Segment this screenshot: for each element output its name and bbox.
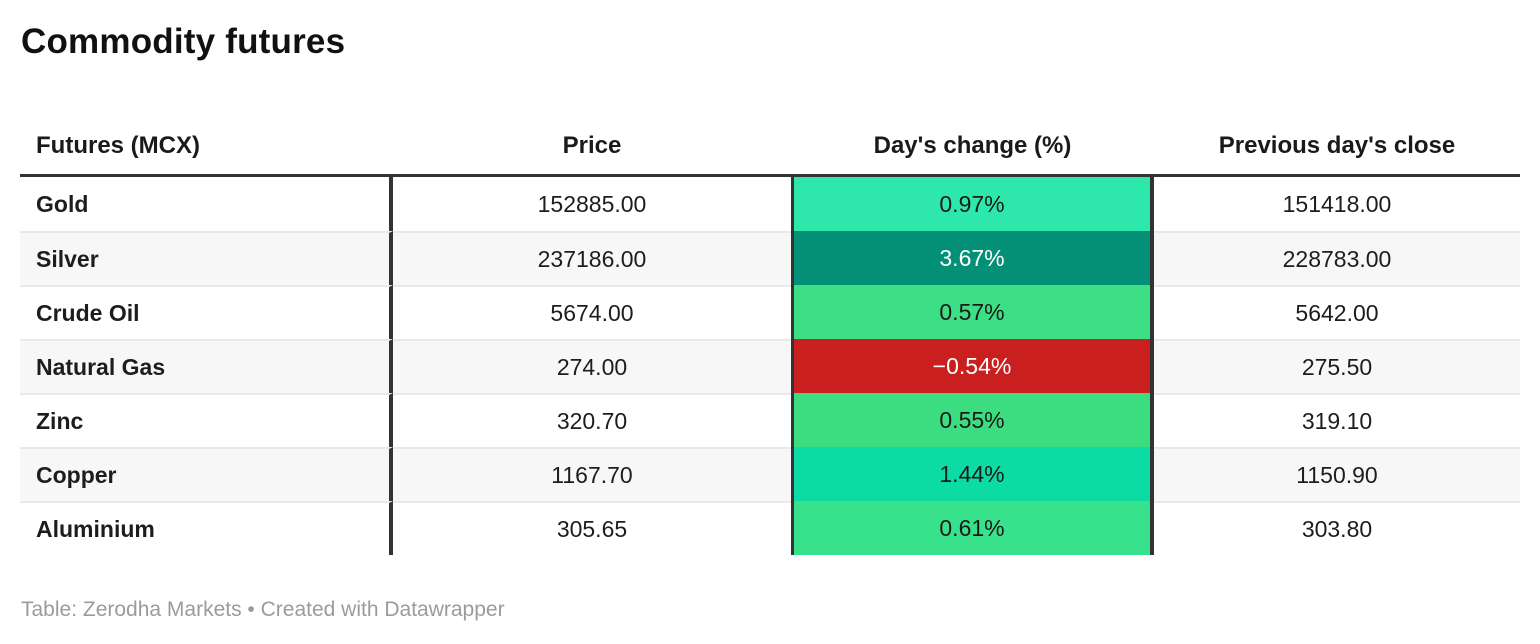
price-cell: 237186.00 [393,231,791,285]
price-cell: 274.00 [393,339,791,393]
column-header-days-change: Day's change (%) [873,132,1072,159]
column-header-price: Price [562,132,622,159]
futures-name-cell: Gold [20,177,393,231]
prev-close-cell: 151418.00 [1282,190,1392,217]
price-cell: 152885.00 [537,190,647,217]
futures-name-cell: Crude Oil [20,285,393,339]
column-header-prev-close: Previous day's close [1218,132,1456,159]
table-row-gold: Gold 152885.00 0.97% 151418.00 [20,177,1520,231]
table-row-silver: Silver 237186.00 3.67% 228783.00 [20,231,1520,285]
table-row-crude-oil: Crude Oil 5674.00 0.57% 5642.00 [20,285,1520,339]
days-change-cell: 3.67% [791,231,1154,285]
prev-close-cell: 303.80 [1154,501,1520,555]
price-cell: 320.70 [393,393,791,447]
table-row-zinc: Zinc 320.70 0.55% 319.10 [20,393,1520,447]
futures-name-cell: Silver [20,231,393,285]
table-row-natural-gas: Natural Gas 274.00 −0.54% 275.50 [20,339,1520,393]
attribution-footer: Table: Zerodha Markets • Created with Da… [21,598,505,621]
days-change-cell: 0.97% [791,177,1154,231]
days-change-cell: 0.61% [791,501,1154,555]
table-body: Gold 152885.00 0.97% 151418.00 Silver 23… [20,177,1520,555]
futures-name-cell: Zinc [20,393,393,447]
price-cell: 5674.00 [393,285,791,339]
table-row-aluminium: Aluminium 305.65 0.61% 303.80 [20,501,1520,555]
prev-close-cell: 1150.90 [1154,447,1520,501]
days-change-cell: 1.44% [791,447,1154,501]
futures-name-cell: Copper [20,447,393,501]
prev-close-cell: 319.10 [1154,393,1520,447]
page-title: Commodity futures [21,22,346,61]
futures-name-cell: Aluminium [20,501,393,555]
prev-close-cell: 275.50 [1154,339,1520,393]
prev-close-cell: 228783.00 [1154,231,1520,285]
days-change-cell: 0.55% [791,393,1154,447]
price-cell: 305.65 [393,501,791,555]
table-header-row: Futures (MCX) Price Day's change (%) Pre… [20,118,1520,177]
price-cell: 1167.70 [393,447,791,501]
column-header-futures: Futures (MCX) [36,132,200,159]
days-change-cell: 0.57% [791,285,1154,339]
days-change-cell: −0.54% [791,339,1154,393]
commodity-futures-table: Futures (MCX) Price Day's change (%) Pre… [20,118,1520,555]
prev-close-cell: 5642.00 [1154,285,1520,339]
futures-name-cell: Natural Gas [20,339,393,393]
table-row-copper: Copper 1167.70 1.44% 1150.90 [20,447,1520,501]
